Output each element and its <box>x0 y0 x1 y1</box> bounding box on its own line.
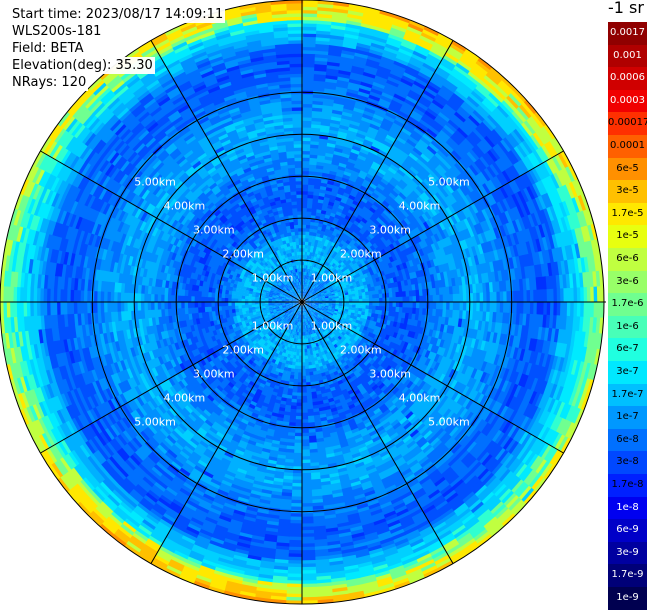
field-cell <box>389 302 393 307</box>
field-cell <box>302 231 306 235</box>
field-cell <box>302 228 306 232</box>
field-cell <box>416 302 420 309</box>
field-cell <box>369 302 373 306</box>
field-cell <box>302 184 309 188</box>
field-cell <box>302 238 306 242</box>
field-cell <box>362 302 366 306</box>
field-cell <box>302 204 308 208</box>
field-cell <box>302 191 308 195</box>
field-cell <box>409 296 413 302</box>
field-cell <box>409 302 413 308</box>
field-cell <box>416 296 420 303</box>
field-cell <box>302 211 307 215</box>
field-cell <box>302 224 306 228</box>
field-cell <box>403 302 407 308</box>
field-cell <box>302 198 308 202</box>
field-cell <box>376 302 380 306</box>
field-cell <box>372 302 376 306</box>
field-cell <box>302 234 306 238</box>
field-cell <box>396 302 400 308</box>
